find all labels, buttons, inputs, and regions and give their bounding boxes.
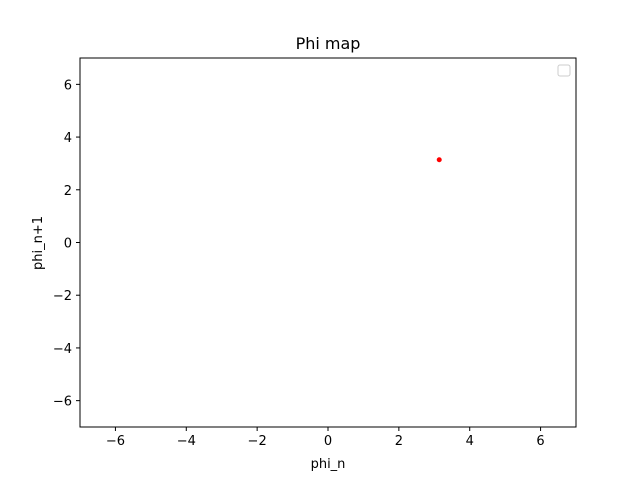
y-tick-label-4: 2 bbox=[64, 184, 72, 199]
x-tick-label-6: 6 bbox=[536, 434, 544, 449]
y-tick-label-1: −4 bbox=[53, 342, 72, 357]
y-tick-label-2: −2 bbox=[53, 289, 72, 304]
x-axis-label: phi_n bbox=[311, 457, 346, 472]
y-axis-label: phi_n+1 bbox=[31, 216, 46, 270]
x-tick-label-0: −6 bbox=[106, 434, 125, 449]
y-tick-label-0: −6 bbox=[53, 395, 72, 410]
x-tick-label-2: −2 bbox=[248, 434, 267, 449]
y-tick-label-3: 0 bbox=[64, 237, 72, 252]
y-tick-label-6: 6 bbox=[64, 78, 72, 93]
legend-box bbox=[557, 64, 571, 77]
data-point-0-0 bbox=[436, 157, 442, 163]
x-tick-label-3: 0 bbox=[324, 434, 332, 449]
y-tick-label-5: 4 bbox=[64, 131, 72, 146]
x-tick-label-4: 2 bbox=[395, 434, 403, 449]
x-tick-label-5: 4 bbox=[466, 434, 474, 449]
axes-frame bbox=[79, 57, 577, 428]
plot-area: −6 −4 −2 0 2 4 6 −6 −4 −2 0 2 4 6 bbox=[53, 57, 577, 449]
chart-title: Phi map bbox=[296, 34, 361, 53]
x-tick-label-1: −4 bbox=[177, 434, 196, 449]
